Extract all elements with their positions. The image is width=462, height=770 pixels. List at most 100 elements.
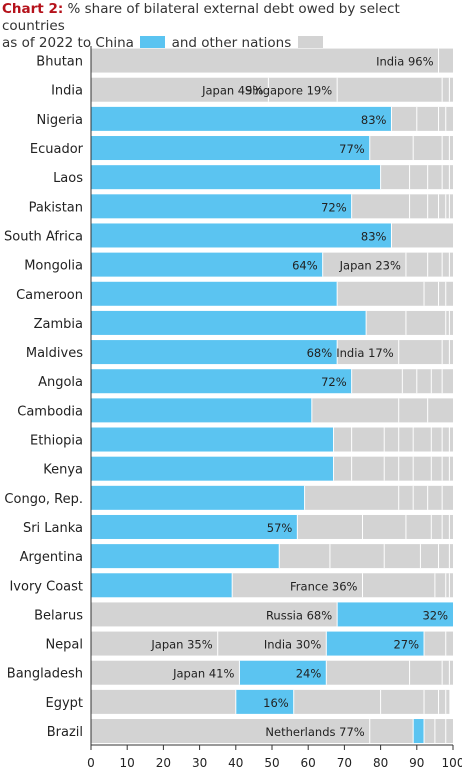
country-label: Congo, Rep. (4, 492, 83, 507)
bar-segment (369, 719, 414, 744)
bar-segment (431, 456, 443, 481)
chart-title-line1: % share of bilateral external debt owed … (2, 1, 400, 34)
bar-segment (391, 223, 453, 248)
bar-segment (445, 281, 453, 306)
bar-segment (362, 573, 435, 598)
country-label: Ethiopia (30, 434, 83, 449)
bar-segment (351, 194, 410, 219)
x-tick-label: 100 (442, 756, 462, 770)
bar-segment (413, 136, 443, 161)
x-tick-label: 90 (409, 756, 424, 770)
bar-segment (427, 485, 443, 510)
bar-segment (91, 77, 269, 102)
bar-segment (333, 456, 352, 481)
bar-segment (438, 48, 453, 73)
bar-segment (217, 631, 327, 656)
bar-segment (438, 194, 446, 219)
bar-segment (449, 194, 453, 219)
data-label: Netherlands 77% (265, 725, 364, 739)
bar-segment (391, 106, 417, 131)
bar-segment (442, 77, 450, 102)
data-label: 72% (321, 200, 347, 214)
x-tick-label: 20 (156, 756, 171, 770)
bar-segment (322, 252, 406, 277)
data-label: 83% (361, 113, 387, 127)
data-label: 83% (361, 229, 387, 243)
bar-segment (91, 194, 352, 219)
bar-segment (438, 106, 446, 131)
bar-segment (239, 660, 327, 685)
country-label: Ivory Coast (9, 579, 83, 594)
bar-segment (442, 369, 453, 394)
country-label: Kenya (43, 463, 83, 478)
bar-segment (91, 340, 338, 365)
bar-segment (380, 689, 425, 714)
bar-segment (91, 281, 338, 306)
bar-segment (449, 340, 453, 365)
bar-segment (442, 485, 453, 510)
bar-segment (438, 281, 446, 306)
bar-segment (279, 544, 330, 569)
bar-segment (431, 427, 443, 452)
bar-segment (427, 398, 453, 423)
data-label: 27% (393, 638, 419, 652)
country-label: Belarus (34, 608, 83, 623)
data-label: India 30% (264, 638, 322, 652)
bar-segment (424, 719, 435, 744)
chart-title-lead: Chart 2: (2, 1, 64, 17)
x-tick-label: 10 (120, 756, 135, 770)
bar-segment (442, 514, 450, 539)
bar-segment (384, 427, 399, 452)
data-label: 77% (339, 142, 365, 156)
bar-segment (442, 136, 450, 161)
bar-segment (445, 194, 450, 219)
bar-segment (413, 456, 432, 481)
country-label: Brazil (47, 725, 83, 740)
data-label: 72% (321, 375, 347, 389)
bar-segment (449, 427, 453, 452)
legend-swatch-other (297, 36, 323, 48)
country-label: Nepal (45, 638, 83, 653)
bar-segment (91, 660, 240, 685)
bar-segment (409, 660, 443, 685)
bar-segment (449, 77, 453, 102)
bar-segment (333, 427, 352, 452)
country-label: Pakistan (29, 200, 83, 215)
bar-segment (384, 544, 421, 569)
bar-segment (337, 281, 425, 306)
bar-segment (449, 573, 453, 598)
country-label: Egypt (45, 696, 83, 711)
bar-segment (91, 223, 392, 248)
country-label: Maldives (26, 346, 83, 361)
x-tick-label: 80 (373, 756, 388, 770)
bar-segment (91, 165, 381, 190)
chart-title-line2: as of 2022 to China (2, 35, 134, 51)
country-label: Zambia (34, 317, 83, 332)
bar-segment (91, 689, 236, 714)
bar-segment (405, 310, 446, 335)
bar-segment (427, 194, 439, 219)
bar-segment (398, 427, 414, 452)
bar-segment (91, 48, 439, 73)
data-label: 24% (296, 667, 322, 681)
country-label: South Africa (4, 229, 83, 244)
bar-segment (362, 514, 406, 539)
bar-segment (351, 456, 385, 481)
bar-segment (442, 427, 450, 452)
bar-segment (398, 340, 443, 365)
legend-swatch-china (140, 36, 166, 48)
bar-segment (293, 689, 381, 714)
bar-segment (427, 165, 443, 190)
bar-segment (398, 398, 428, 423)
bar-segment (416, 106, 439, 131)
bar-segment (91, 719, 370, 744)
data-label: 32% (422, 608, 448, 622)
bar-segment (449, 136, 453, 161)
country-label: Mongolia (24, 259, 83, 274)
bar-segment (442, 165, 450, 190)
bar-segment (398, 485, 414, 510)
country-label: Cameroon (16, 288, 83, 303)
data-label: Japan 41% (172, 667, 234, 681)
country-label: Laos (53, 171, 83, 186)
